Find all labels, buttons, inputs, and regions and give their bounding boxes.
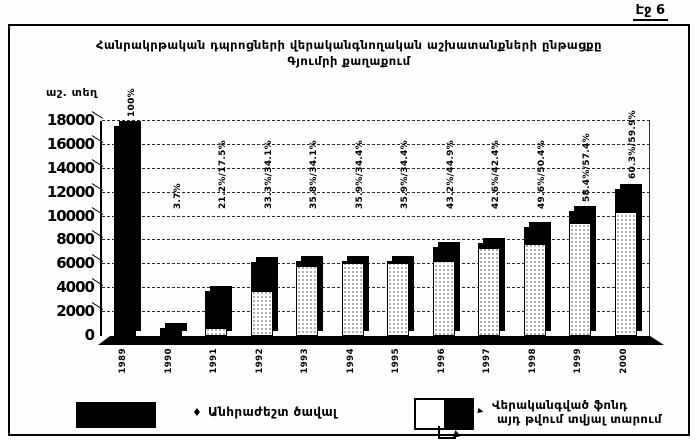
legend-label-current-year: այդ թվում տվյալ տարում	[497, 412, 662, 426]
bar-1995	[387, 260, 409, 336]
bar-1998	[523, 227, 546, 336]
bar-current-year-segment	[524, 228, 545, 246]
y-tick-label: 14000	[46, 158, 95, 177]
bar-percent-label: 58.4%/57.4%	[582, 133, 592, 203]
bar-percent-label: 33.3%/34.1%	[263, 139, 274, 209]
x-axis-year-label: 1999	[573, 348, 583, 374]
y-tick-label: 10000	[46, 206, 95, 225]
bar-percent-label: 35.9%/34.4%	[354, 139, 365, 209]
y-tick-label: 8000	[56, 230, 95, 249]
x-axis-year-label: 1991	[209, 348, 219, 374]
bar-1997	[478, 242, 500, 336]
arrowhead-icon	[452, 430, 463, 440]
bar-1993	[296, 260, 318, 336]
bar-current-year-segment	[342, 261, 363, 264]
gridline	[102, 287, 650, 289]
x-axis-year-label: 1994	[345, 348, 356, 374]
y-tick-label: 16000	[46, 134, 95, 153]
bar-percent-label: 49.6%/50.4%	[536, 139, 547, 209]
chart-title-line1: Հանրակրթական դպրոցների վերականգնողական ա…	[96, 38, 602, 52]
page-number-label: Էջ 6	[632, 3, 668, 21]
x-axis-year-label: 1996	[436, 348, 447, 374]
bar-1996	[432, 247, 455, 336]
gridline	[102, 215, 650, 217]
diamond-marker-icon: ♦	[192, 406, 202, 419]
legend-swatch-current-year-half	[444, 400, 472, 428]
bar-1991	[205, 291, 227, 336]
legend-label-restored-fund: Վերականգված ֆոնդ	[492, 398, 628, 412]
x-axis-year-label: 1998	[527, 348, 538, 374]
bar-1999	[569, 211, 591, 336]
x-axis-year-label: 1995	[391, 348, 401, 374]
bar-percent-label: 43.2%/44.9%	[445, 139, 456, 209]
bar-percent-label: 35.8%/34.1%	[309, 139, 319, 209]
bar-1994	[341, 260, 364, 336]
x-axis-year-label: 1993	[300, 348, 310, 374]
bar-current-year-segment	[297, 261, 317, 267]
gridline	[102, 239, 650, 241]
gridline	[102, 167, 650, 169]
legend-label-necessary-volume: Անհրաժեշտ ծավալ	[208, 405, 338, 419]
legend: ♦ Անհրաժեշտ ծավալ ▸ Վերականգված ֆոնդ այդ…	[10, 398, 688, 440]
plot-area: 0 2000 4000 6000 8000 10000 12000 14000 16000 180…	[47, 88, 650, 374]
y-tick-label: 2000	[56, 302, 95, 321]
legend-swatch-necessary-volume	[76, 402, 156, 428]
gridline	[102, 143, 650, 145]
bar-current-year-segment	[160, 329, 181, 337]
y-tick-label: 4000	[56, 278, 95, 297]
bar-1990	[159, 328, 182, 337]
x-axis-year-label: 1989	[118, 348, 128, 374]
bar-percent-label: 100%	[127, 87, 137, 117]
bar-current-year-segment	[433, 248, 454, 262]
triangle-marker-icon: ▸	[476, 403, 486, 418]
bar-current-year-segment	[206, 292, 226, 330]
plot-right-wall	[649, 121, 650, 342]
y-tick-label: 0	[84, 326, 95, 344]
y-tick-label: 12000	[46, 182, 95, 201]
bar-current-year-segment	[479, 243, 499, 249]
gridline	[102, 120, 650, 121]
y-axis-unit-label: աշ. տեղ	[46, 86, 98, 99]
bar-current-year-segment	[251, 262, 272, 293]
x-axis-year-label: 1992	[254, 348, 265, 374]
legend-swatch-restored-fund	[414, 398, 474, 430]
chart-title-line2: Գյումրի քաղաքում	[287, 54, 411, 68]
x-axis-year-label: 2000	[618, 348, 629, 374]
gridline	[102, 263, 650, 265]
chart-frame: Հանրակրթական դպրոցների վերականգնողական ա…	[8, 24, 690, 440]
elbow-arrow-icon	[438, 426, 456, 439]
bar-current-year-segment	[388, 261, 408, 264]
bar-percent-label: 35.9%/34.4%	[400, 139, 410, 209]
y-tick-label: 6000	[56, 254, 95, 273]
gridline	[102, 311, 650, 313]
bar-percent-label: 3.7%	[172, 182, 183, 209]
bar-current-year-segment	[615, 189, 636, 213]
bar-percent-label: 21.2%/17.5%	[218, 139, 228, 209]
x-axis-year-label: 1990	[163, 348, 174, 374]
bar-1989	[114, 125, 136, 336]
x-axis-year-label: 1997	[482, 348, 492, 374]
y-tick-label: 18000	[46, 111, 95, 129]
bar-2000	[614, 188, 637, 336]
chart-floor	[98, 336, 664, 345]
bar-1992	[250, 261, 273, 336]
gridline	[102, 191, 650, 193]
bar-percent-label: 60.3%/59.9%	[627, 110, 638, 180]
bar-current-year-segment	[570, 212, 590, 225]
bar-percent-label: 42.6%/42.4%	[491, 139, 501, 209]
